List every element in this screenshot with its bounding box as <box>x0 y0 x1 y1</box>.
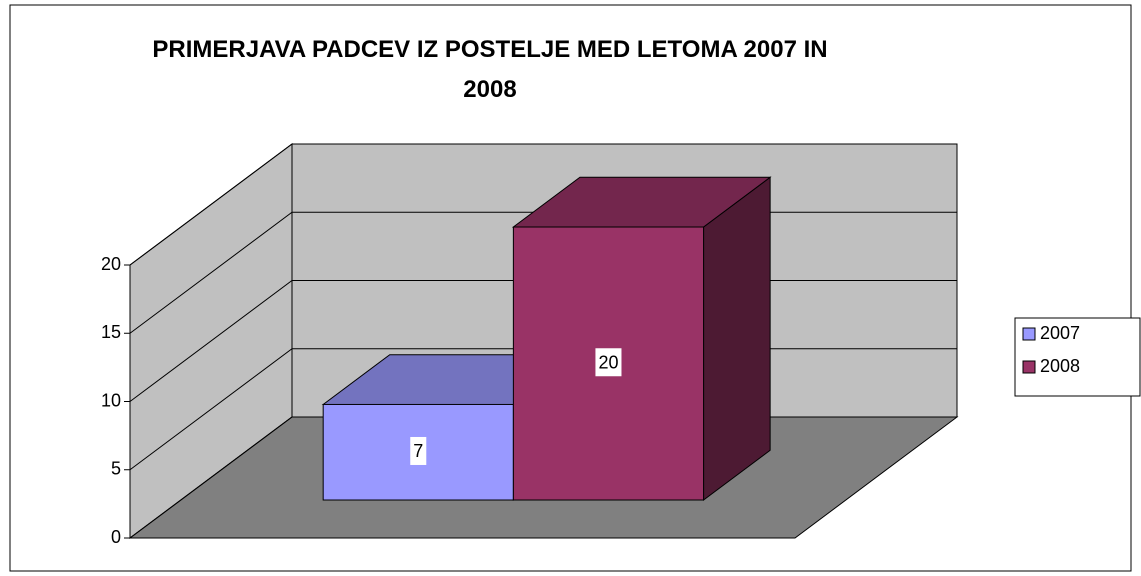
data-label: 7 <box>413 441 423 461</box>
data-label: 20 <box>598 352 618 372</box>
legend-swatch <box>1022 360 1036 374</box>
y-tick-label: 10 <box>101 390 121 410</box>
y-tick-label: 15 <box>101 322 121 342</box>
legend-box <box>1014 317 1141 397</box>
y-tick-label: 0 <box>111 527 121 547</box>
legend-label: 2007 <box>1040 323 1080 343</box>
bar-side <box>703 176 771 502</box>
legend-swatch <box>1022 327 1036 341</box>
y-tick-label: 5 <box>111 459 121 479</box>
data-label-bg <box>410 436 427 465</box>
grid-line <box>129 143 957 266</box>
y-tick-label: 20 <box>101 254 121 274</box>
data-label-bg <box>595 348 622 377</box>
legend-label: 2008 <box>1040 356 1080 376</box>
chart-title: PRIMERJAVA PADCEV IZ POSTELJE MED LETOMA… <box>152 36 828 103</box>
